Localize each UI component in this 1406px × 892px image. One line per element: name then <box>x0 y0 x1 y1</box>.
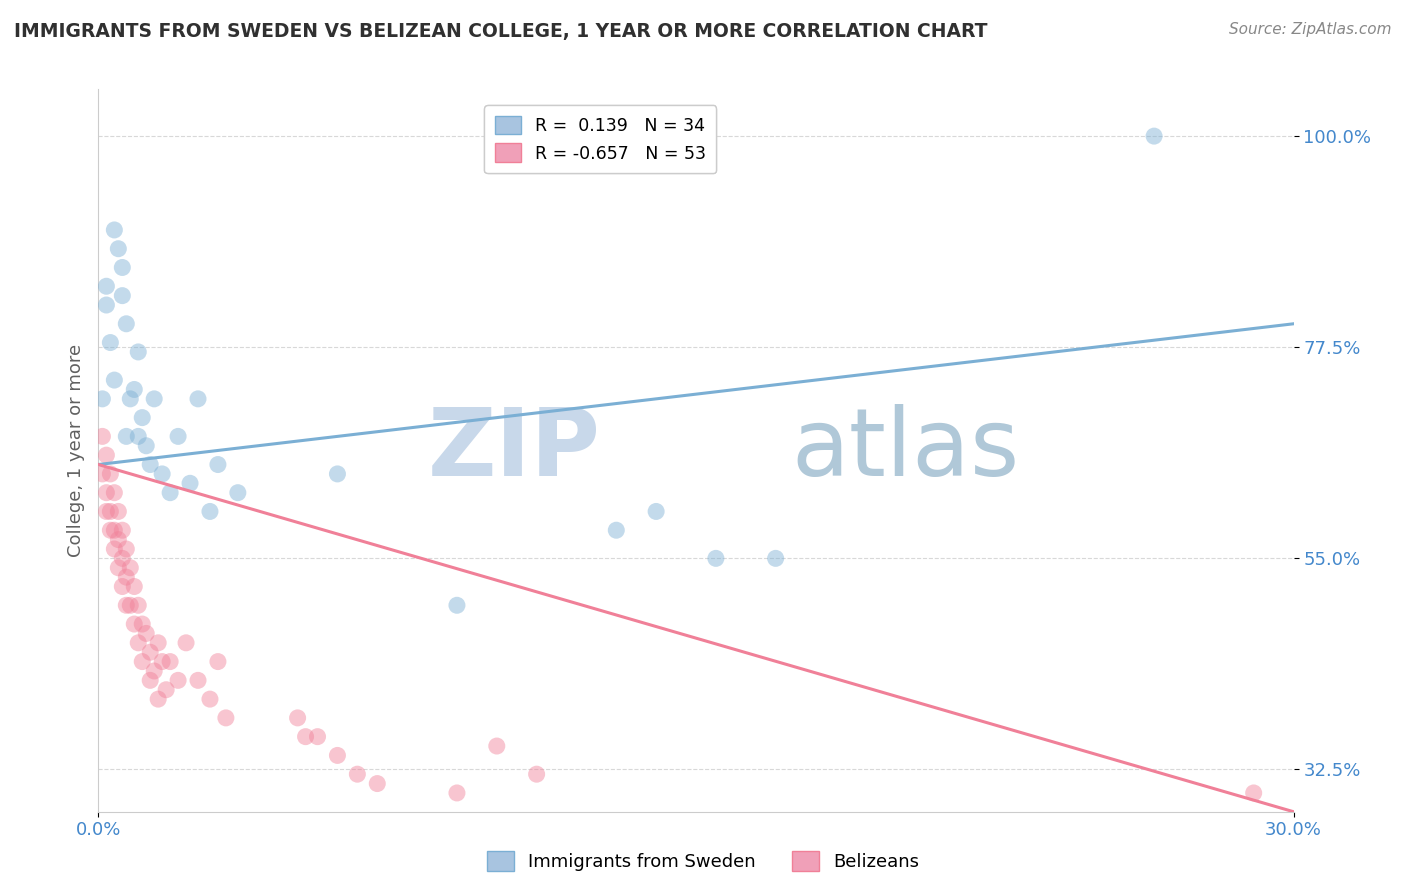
Point <box>96 279 118 293</box>
Point <box>111 551 134 566</box>
Point <box>148 636 170 650</box>
Point <box>139 673 162 688</box>
Point <box>287 711 309 725</box>
Point <box>120 599 142 613</box>
Point <box>107 504 129 518</box>
Point <box>124 580 146 594</box>
Point <box>103 523 125 537</box>
Point <box>198 692 221 706</box>
Point <box>326 467 349 481</box>
Point <box>127 599 149 613</box>
Legend: R =  0.139   N = 34, R = -0.657   N = 53: R = 0.139 N = 34, R = -0.657 N = 53 <box>485 105 716 173</box>
Point <box>107 242 129 256</box>
Point <box>96 298 118 312</box>
Point <box>167 673 190 688</box>
Point <box>446 599 468 613</box>
Point <box>179 476 201 491</box>
Point <box>127 345 149 359</box>
Point <box>765 551 787 566</box>
Point <box>207 655 229 669</box>
Point <box>98 335 122 350</box>
Text: ZIP: ZIP <box>427 404 600 497</box>
Point <box>150 467 173 481</box>
Point <box>103 485 125 500</box>
Point <box>120 392 142 406</box>
Point <box>127 636 149 650</box>
Point <box>150 655 173 669</box>
Point <box>98 504 122 518</box>
Point <box>98 467 122 481</box>
Point <box>96 448 118 462</box>
Point <box>143 664 166 678</box>
Point <box>107 560 129 574</box>
Text: Source: ZipAtlas.com: Source: ZipAtlas.com <box>1229 22 1392 37</box>
Point <box>124 383 146 397</box>
Point <box>198 504 221 518</box>
Point <box>115 599 138 613</box>
Point <box>115 570 138 584</box>
Point <box>366 776 388 790</box>
Point <box>111 260 134 275</box>
Point <box>307 730 329 744</box>
Point <box>187 673 209 688</box>
Point <box>346 767 368 781</box>
Point <box>131 617 153 632</box>
Point <box>96 485 118 500</box>
Y-axis label: College, 1 year or more: College, 1 year or more <box>66 344 84 557</box>
Point <box>111 523 134 537</box>
Point <box>446 786 468 800</box>
Point <box>159 655 181 669</box>
Point <box>91 429 114 443</box>
Point <box>148 692 170 706</box>
Point <box>131 410 153 425</box>
Point <box>215 711 238 725</box>
Point <box>103 223 125 237</box>
Point <box>1143 129 1166 144</box>
Point <box>326 748 349 763</box>
Point <box>107 533 129 547</box>
Point <box>98 523 122 537</box>
Point <box>294 730 316 744</box>
Point <box>103 373 125 387</box>
Text: atlas: atlas <box>792 404 1019 497</box>
Point <box>131 655 153 669</box>
Point <box>124 617 146 632</box>
Point <box>96 504 118 518</box>
Point <box>135 439 157 453</box>
Point <box>159 485 181 500</box>
Text: IMMIGRANTS FROM SWEDEN VS BELIZEAN COLLEGE, 1 YEAR OR MORE CORRELATION CHART: IMMIGRANTS FROM SWEDEN VS BELIZEAN COLLE… <box>14 22 987 41</box>
Point <box>187 392 209 406</box>
Point <box>155 682 177 697</box>
Point <box>526 767 548 781</box>
Point <box>1243 786 1265 800</box>
Point <box>103 541 125 556</box>
Point <box>111 288 134 302</box>
Point <box>207 458 229 472</box>
Point <box>135 626 157 640</box>
Point <box>645 504 668 518</box>
Point <box>139 645 162 659</box>
Point <box>120 560 142 574</box>
Point <box>127 429 149 443</box>
Point <box>143 392 166 406</box>
Point <box>115 429 138 443</box>
Point <box>174 636 197 650</box>
Point <box>115 541 138 556</box>
Point <box>226 485 249 500</box>
Point <box>605 523 627 537</box>
Point <box>139 458 162 472</box>
Point <box>704 551 727 566</box>
Legend: Immigrants from Sweden, Belizeans: Immigrants from Sweden, Belizeans <box>479 844 927 879</box>
Point <box>111 580 134 594</box>
Point <box>91 392 114 406</box>
Point <box>115 317 138 331</box>
Point <box>91 467 114 481</box>
Point <box>485 739 508 753</box>
Point <box>167 429 190 443</box>
